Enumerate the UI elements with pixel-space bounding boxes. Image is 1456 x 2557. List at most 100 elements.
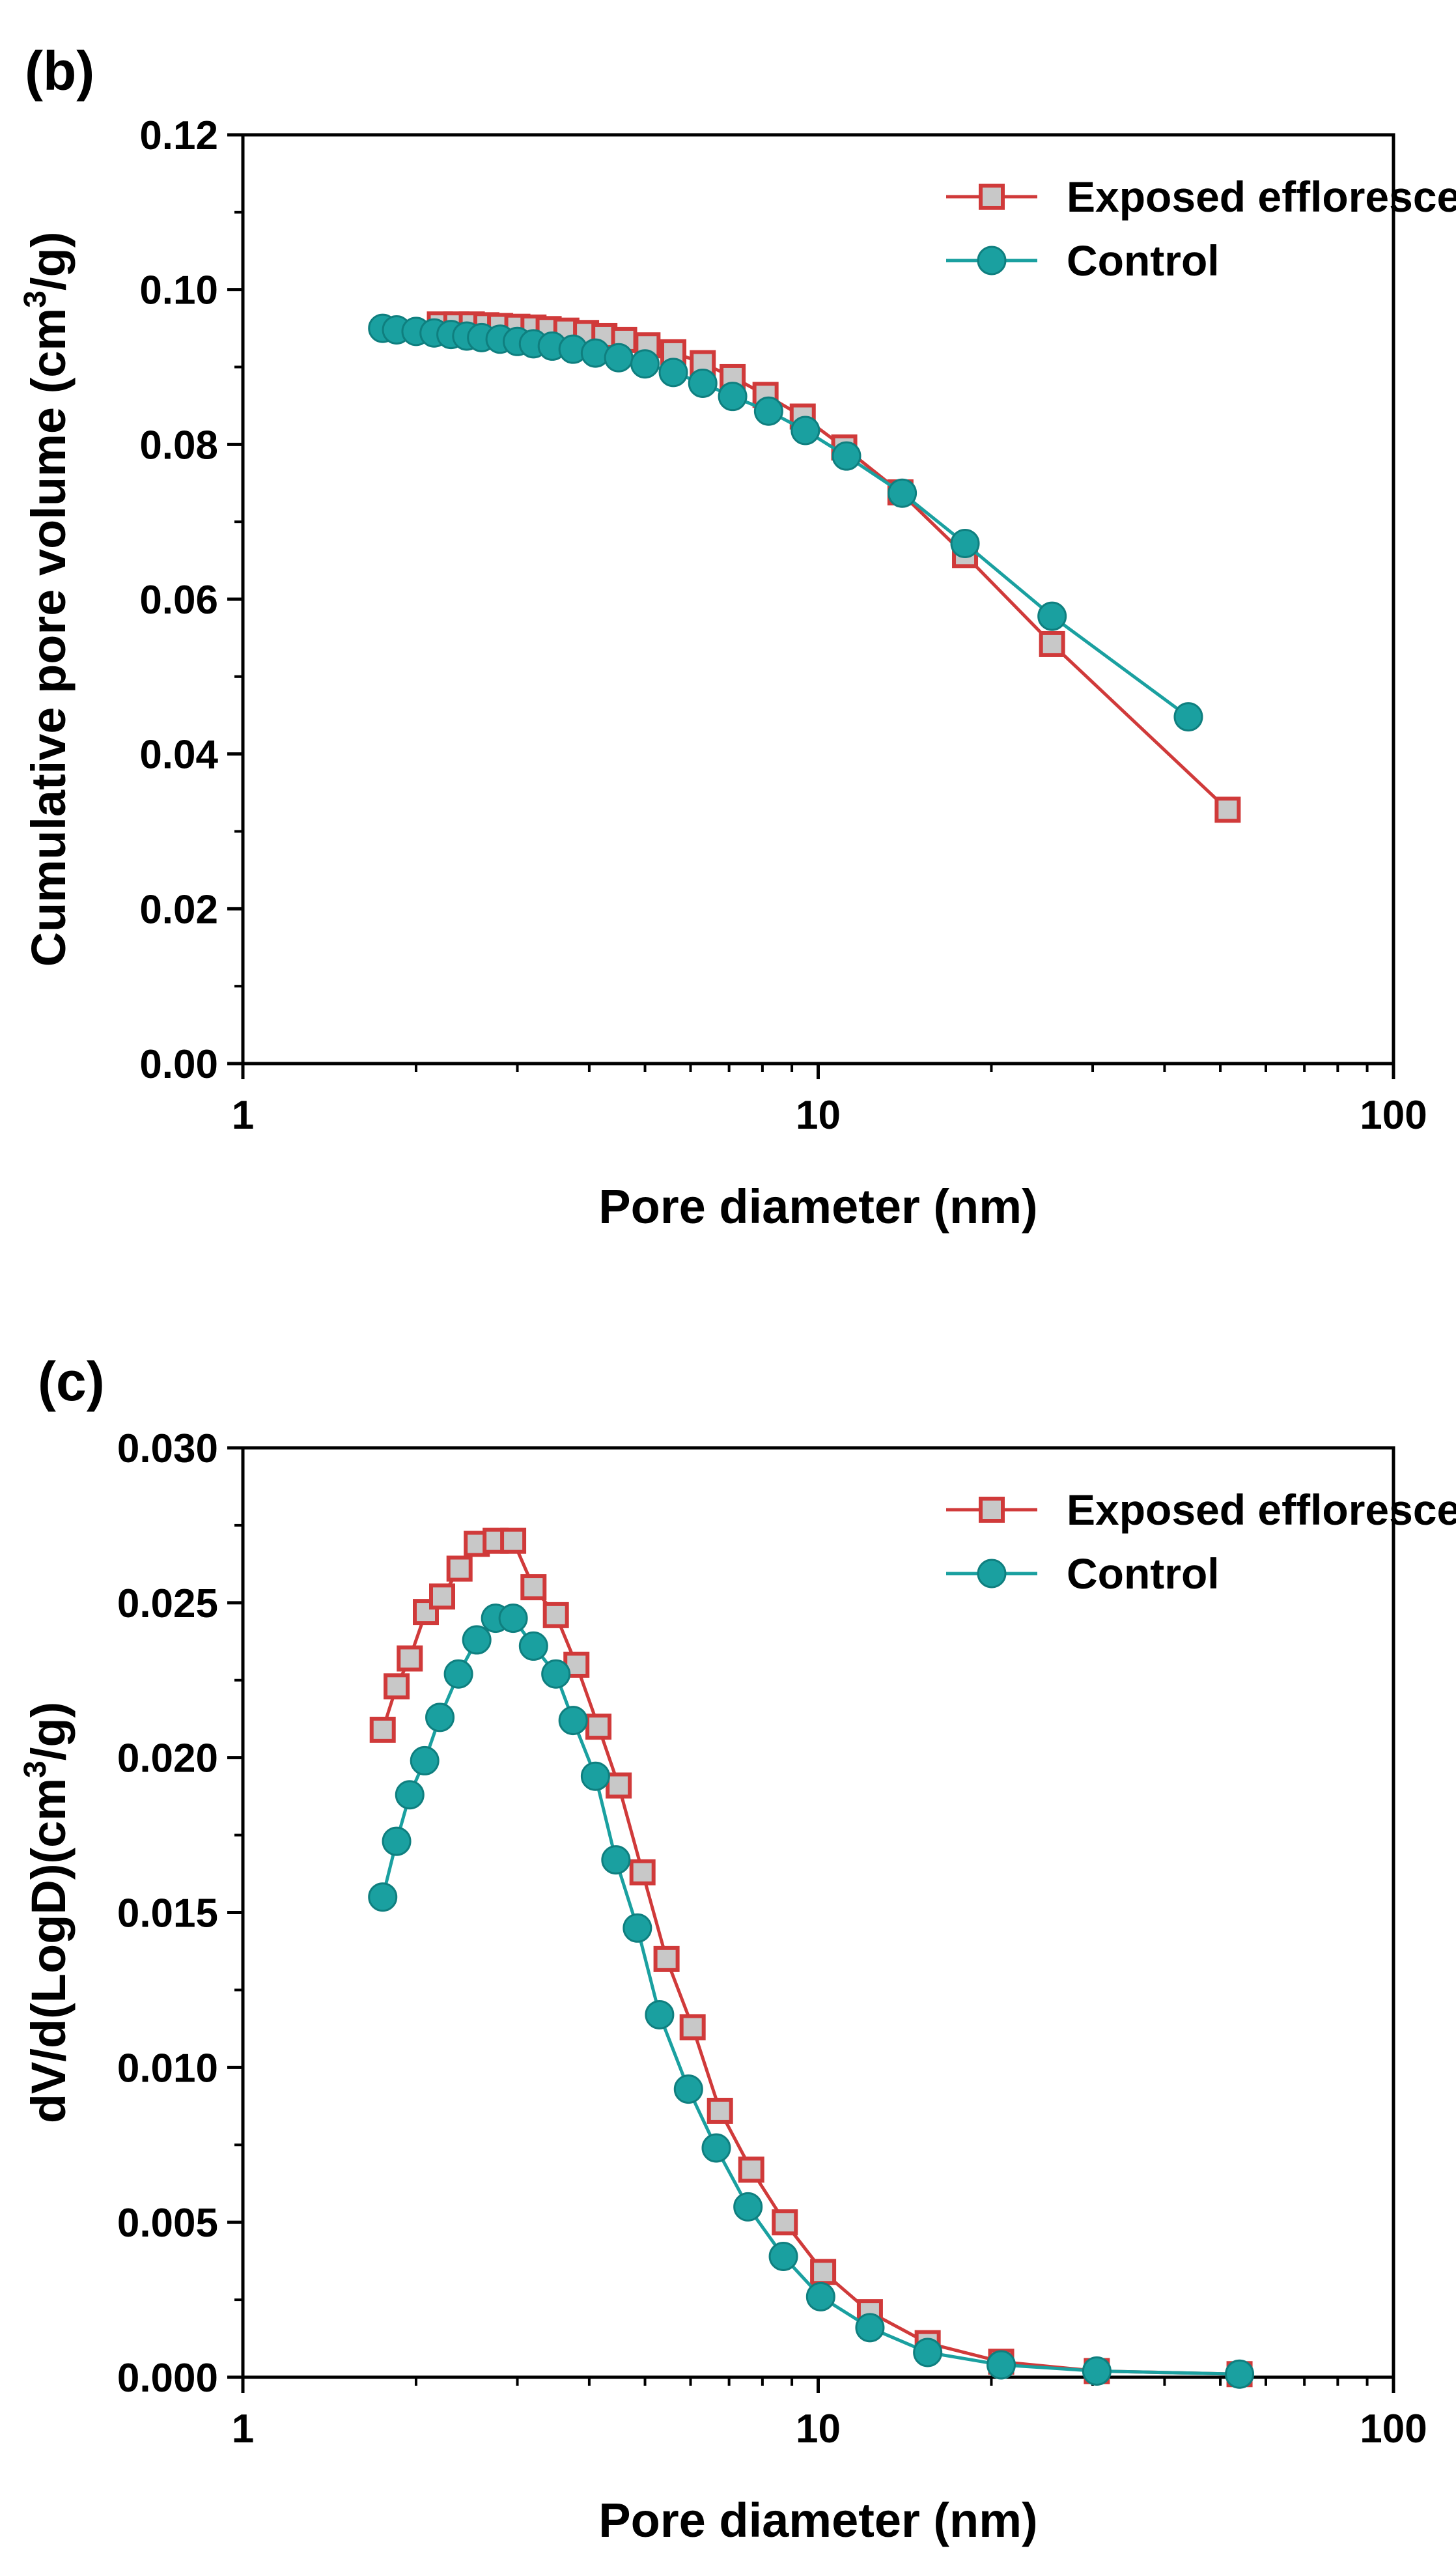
x-tick-label: 1 [232, 2407, 254, 2451]
data-point [653, 1945, 680, 1972]
data-point [369, 1716, 396, 1743]
data-point [987, 2350, 1016, 2380]
chart-panel-b: (b) 0.00 0.02 0.04 0.06 0.08 0.10 0.12 1 10 100 Por… [18, 40, 1456, 1234]
y-axis-label: dV/d(LogD)(cm3/g) [18, 1702, 76, 2123]
x-axis-label: Pore diameter (nm) [598, 1180, 1037, 1234]
legend: Exposed efflorescence Control [946, 1486, 1456, 1598]
y-tick-label: 0.04 [139, 733, 218, 778]
data-point [1214, 797, 1241, 823]
y-tick-label: 0.030 [117, 1426, 218, 1471]
y-tick-label: 0.02 [139, 887, 218, 932]
y-tick-label: 0.025 [117, 1581, 218, 1626]
data-point [738, 2156, 764, 2183]
legend-item: Control [946, 236, 1220, 285]
data-point [1225, 2359, 1255, 2389]
data-point [701, 2133, 731, 2163]
series-exposed-efflorescence [369, 1527, 1253, 2388]
legend-item: Exposed efflorescence [946, 173, 1456, 221]
data-point [688, 368, 718, 398]
data-point [580, 1761, 610, 1791]
series-line [440, 322, 1229, 812]
legend-label: Control [1067, 236, 1220, 285]
data-point [541, 1659, 571, 1689]
legend-label: Control [1067, 1549, 1220, 1598]
series-control [368, 1603, 1255, 2389]
data-point [542, 1602, 569, 1628]
x-tick-label: 10 [796, 2407, 841, 2451]
data-point [368, 1882, 398, 1912]
data-point [791, 416, 820, 445]
data-point [855, 2313, 885, 2343]
data-point [645, 1999, 675, 2029]
y-tick-label: 0.010 [117, 2046, 218, 2091]
data-point [606, 1772, 632, 1799]
data-point [753, 396, 783, 426]
data-point [913, 2338, 943, 2367]
legend-marker [979, 184, 1005, 210]
data-point [810, 2259, 837, 2285]
data-point [679, 2014, 706, 2041]
panel-label: (c) [38, 1351, 105, 1412]
data-point [658, 358, 688, 388]
data-point [520, 1574, 547, 1601]
data-point [601, 1845, 631, 1875]
data-point [623, 1913, 652, 1943]
x-axis-label: Pore diameter (nm) [598, 2493, 1037, 2547]
chart-panel-c: (c) 0.000 0.005 0.010 0.015 0.020 0.025 0.030 1 1… [18, 1351, 1456, 2547]
legend-label: Exposed efflorescence [1067, 173, 1456, 221]
data-point [673, 2074, 703, 2104]
data-point [1039, 630, 1065, 657]
legend-label: Exposed efflorescence [1067, 1486, 1456, 1534]
legend-item: Control [946, 1549, 1220, 1598]
y-tick-label: 0.00 [139, 1042, 218, 1087]
data-point [604, 343, 634, 373]
data-point [425, 1702, 455, 1732]
data-point [733, 2192, 763, 2222]
data-point [950, 528, 980, 558]
data-point [585, 1714, 612, 1740]
data-point [446, 1555, 473, 1582]
data-point [1037, 601, 1067, 631]
y-tick-label: 0.12 [139, 113, 218, 158]
data-point [500, 1527, 527, 1554]
y-tick-label: 0.000 [117, 2356, 218, 2401]
y-axis-label-superscript: 3 [18, 290, 53, 308]
data-point [805, 2282, 835, 2311]
data-point [462, 1625, 492, 1655]
y-axis-label: Cumulative pore volume (cm3/g) [18, 232, 76, 967]
data-point [443, 1659, 473, 1689]
data-point [410, 1745, 440, 1775]
data-point [660, 339, 687, 365]
legend: Exposed efflorescence Control [946, 173, 1456, 285]
data-point [832, 441, 861, 471]
x-tick-label: 10 [796, 1093, 841, 1138]
plot-frame [241, 1446, 1395, 2379]
y-axis-label-text: /g) [21, 1702, 76, 1760]
x-tick-label: 100 [1360, 2407, 1427, 2451]
y-axis-label-text: Cumulative pore volume (cm [21, 308, 76, 967]
legend-marker [977, 246, 1007, 275]
y-axis-label-text: /g) [21, 232, 76, 290]
data-point [518, 1631, 548, 1661]
y-tick-label: 0.06 [139, 578, 218, 623]
data-point [498, 1603, 528, 1633]
series-control [368, 313, 1203, 732]
y-axis-label-text: dV/d(LogD)(cm [21, 1778, 76, 2123]
data-point [630, 349, 660, 379]
data-point [395, 1780, 425, 1810]
data-point [397, 1645, 423, 1672]
y-tick-label: 0.10 [139, 268, 218, 313]
series-exposed-efflorescence [427, 311, 1241, 823]
legend-marker [979, 1497, 1005, 1523]
data-point [558, 1706, 588, 1736]
data-point [888, 478, 917, 508]
data-point [429, 1583, 456, 1610]
y-tick-label: 0.08 [139, 423, 218, 468]
plot-frame [241, 133, 1395, 1066]
data-point [629, 1859, 656, 1886]
legend-marker [977, 1559, 1007, 1589]
legend-item: Exposed efflorescence [946, 1486, 1456, 1534]
data-point [382, 1826, 412, 1856]
data-point [1173, 702, 1203, 732]
